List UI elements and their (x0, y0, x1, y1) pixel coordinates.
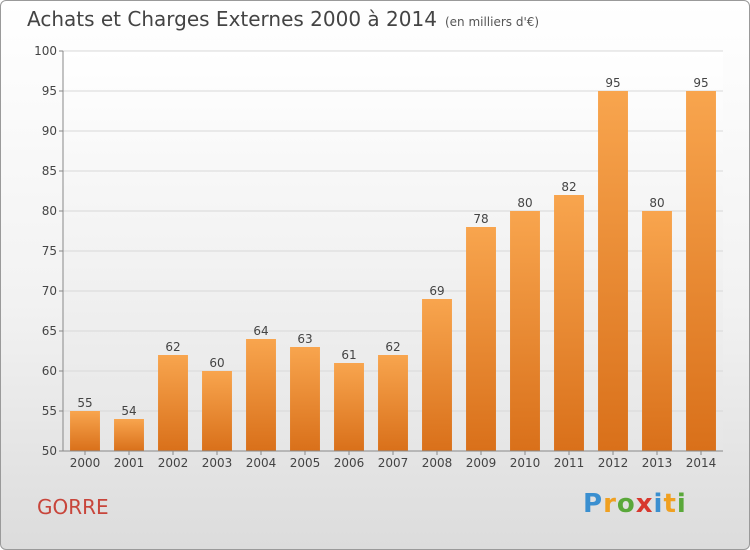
y-tick-label: 95 (42, 84, 57, 98)
proxiti-logo: Proxiti (583, 489, 687, 519)
x-tick-label: 2007 (378, 456, 409, 470)
y-tick-label: 55 (42, 404, 57, 418)
bar-value-label: 95 (605, 76, 620, 90)
y-tick-label: 80 (42, 204, 57, 218)
bar-value-label: 63 (297, 332, 312, 346)
bar-2003 (202, 371, 232, 451)
bar-2001 (114, 419, 144, 451)
x-tick-label: 2012 (598, 456, 629, 470)
bar-value-label: 95 (693, 76, 708, 90)
x-axis-ticks: 2000 2001 2002 2003 2004 2005 2006 2007 2008 2009… (70, 451, 717, 470)
bar-value-label: 64 (253, 324, 268, 338)
bar-value-label: 78 (473, 212, 488, 226)
logo-letter: i (653, 489, 664, 519)
bar-2009 (466, 227, 496, 451)
x-tick-label: 2003 (202, 456, 233, 470)
x-tick-label: 2002 (158, 456, 189, 470)
bar-value-label: 80 (649, 196, 664, 210)
logo-letter: r (603, 489, 617, 519)
y-tick-label: 50 (42, 444, 57, 458)
bar-2002 (158, 355, 188, 451)
chart-title: Achats et Charges Externes 2000 à 2014 (e… (27, 7, 539, 31)
bar-2011 (554, 195, 584, 451)
bar-2006 (334, 363, 364, 451)
y-tick-label: 100 (34, 44, 57, 58)
bar-2004 (246, 339, 276, 451)
y-tick-label: 85 (42, 164, 57, 178)
bar-2013 (642, 211, 672, 451)
logo-letter: i (676, 489, 687, 519)
logo-letter: x (635, 489, 654, 519)
chart-unit: (en milliers d'€) (444, 15, 540, 29)
logo-letter: t (663, 489, 677, 519)
bar-2000 (70, 411, 100, 451)
bar-value-label: 60 (209, 356, 224, 370)
bar-value-label: 61 (341, 348, 356, 362)
x-tick-label: 2001 (114, 456, 145, 470)
bar-value-label: 54 (121, 404, 136, 418)
chart-title-text: Achats et Charges Externes 2000 à 2014 (27, 7, 437, 31)
bar-2010 (510, 211, 540, 451)
bar-value-label: 55 (77, 396, 92, 410)
x-tick-label: 2011 (554, 456, 585, 470)
bar-2007 (378, 355, 408, 451)
y-tick-label: 90 (42, 124, 57, 138)
x-tick-label: 2005 (290, 456, 321, 470)
x-tick-label: 2013 (642, 456, 673, 470)
bar-2005 (290, 347, 320, 451)
bar-2014 (686, 91, 716, 451)
bar-2012 (598, 91, 628, 451)
y-tick-label: 70 (42, 284, 57, 298)
y-tick-label: 65 (42, 324, 57, 338)
x-tick-label: 2009 (466, 456, 497, 470)
y-tick-label: 75 (42, 244, 57, 258)
x-tick-label: 2014 (686, 456, 717, 470)
bar-value-label: 82 (561, 180, 576, 194)
y-tick-label: 60 (42, 364, 57, 378)
bar-value-label: 69 (429, 284, 444, 298)
bar-value-label: 62 (165, 340, 180, 354)
x-tick-label: 2004 (246, 456, 277, 470)
x-tick-label: 2008 (422, 456, 453, 470)
commune-name: GORRE (37, 495, 109, 519)
bars-group: 55 54 62 60 64 63 61 62 69 78 80 82 95 80 95 (70, 76, 716, 451)
x-tick-label: 2000 (70, 456, 101, 470)
bar-value-label: 80 (517, 196, 532, 210)
logo-letter: P (583, 489, 604, 519)
x-tick-label: 2006 (334, 456, 365, 470)
bar-value-label: 62 (385, 340, 400, 354)
x-tick-label: 2010 (510, 456, 541, 470)
y-axis-ticks: 50 55 60 65 70 75 80 85 90 95 100 (34, 44, 63, 458)
bar-2008 (422, 299, 452, 451)
logo-letter: o (616, 489, 636, 519)
